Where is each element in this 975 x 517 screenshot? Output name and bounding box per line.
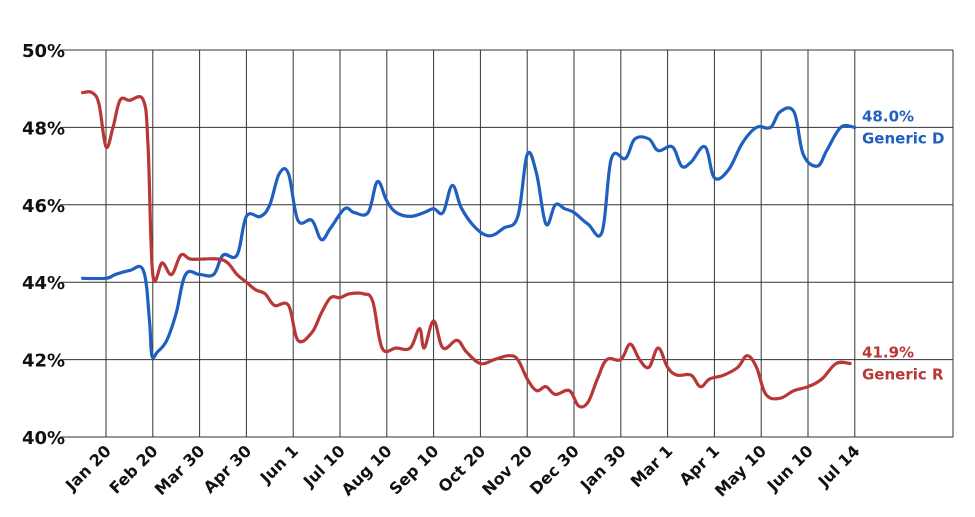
x-tick-label: Mar 1 — [627, 441, 677, 491]
series-end-value: 48.0% — [862, 107, 914, 125]
y-tick-label: 40% — [22, 428, 65, 449]
y-tick-label: 46% — [22, 196, 65, 217]
x-tick-label: Jun 1 — [256, 441, 302, 487]
x-tick-label: Jun 10 — [763, 441, 817, 495]
x-tick-label: Aug 10 — [338, 441, 396, 499]
series-lines — [81, 90, 857, 409]
y-tick-label: 48% — [22, 118, 65, 139]
x-tick-label: Apr 30 — [200, 441, 256, 497]
grid-lines — [60, 49, 954, 438]
x-tick-label: Jul 14 — [814, 441, 864, 491]
x-tick-label: Nov 20 — [478, 441, 536, 499]
y-tick-label: 42% — [22, 351, 65, 372]
series-name-label: Generic D — [862, 129, 944, 147]
series-end-value: 41.9% — [862, 343, 914, 361]
y-tick-label: 50% — [22, 41, 65, 62]
y-axis-ticks: 40% 42% 44% 46% 48% 50% — [22, 41, 65, 449]
x-tick-label: May 10 — [711, 441, 770, 500]
series-line-generic-d — [81, 106, 857, 360]
series-line-generic-r — [81, 90, 852, 409]
y-tick-label: 44% — [22, 273, 65, 294]
x-tick-label: Jan 20 — [61, 441, 115, 495]
x-tick-label: Jan 30 — [576, 441, 630, 495]
x-tick-label: Sep 10 — [385, 441, 442, 498]
series-end-labels: 48.0% Generic D 41.9% Generic R — [862, 107, 944, 383]
series-name-label: Generic R — [862, 365, 944, 383]
x-tick-label: Dec 30 — [526, 441, 583, 498]
x-tick-label: Mar 30 — [151, 441, 209, 499]
